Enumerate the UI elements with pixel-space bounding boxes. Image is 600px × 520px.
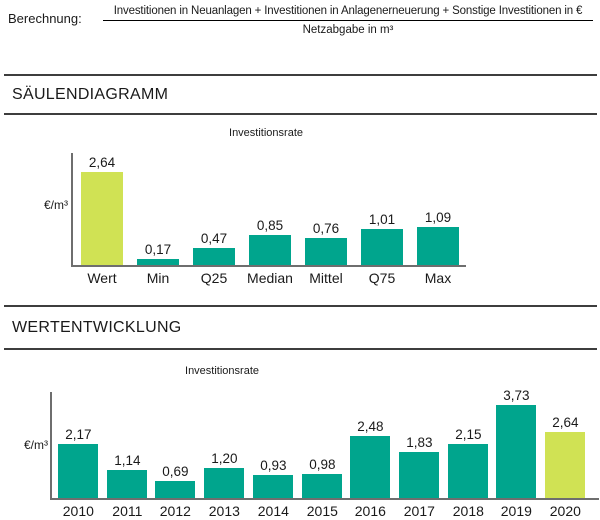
bar-value-label: 2,17 [65,427,92,442]
bar-value-label: 0,76 [312,221,340,236]
section-heading-wertentwicklung: WERTENTWICKLUNG [4,305,597,350]
formula-numerator: Investitionen in Neuanlagen + Investitio… [103,5,593,21]
x-axis-tick-label: 2019 [500,503,532,519]
bar-Mittel [305,238,347,265]
bar-value-label: 0,17 [144,242,172,257]
formula-denominator: Netzabgabe in m³ [302,24,394,36]
bar-2015 [302,474,342,498]
section-title: WERTENTWICKLUNG [12,318,182,336]
x-axis-tick-label: Wert [87,270,117,286]
x-axis-tick-label: 2018 [452,503,484,519]
x-axis-tick-label: 2016 [354,503,386,519]
bar-value-label: 1,14 [114,453,141,468]
bar-Q75 [361,229,403,265]
bar-2014 [253,475,293,498]
bar-value-label: 2,15 [455,427,482,442]
bar-Wert [81,172,123,265]
bar-2017 [399,452,439,498]
bar-value-label: 1,83 [406,435,433,450]
x-axis-tick-label: 2010 [62,503,94,519]
bar-value-label: 0,85 [256,218,284,233]
x-axis-tick-label: 2014 [257,503,289,519]
bar-Max [417,227,459,265]
bar-value-label: 0,47 [200,231,228,246]
bar-Q25 [193,248,235,265]
x-axis-tick-label: Min [146,270,170,286]
bar-value-label: 3,73 [503,388,530,403]
bar-value-label: 1,01 [368,212,396,227]
x-axis [71,265,466,267]
section-title: SÄULENDIAGRAMM [12,85,169,103]
bar-Min [137,259,179,265]
x-axis-tick-label: Q25 [200,270,228,286]
bar-value-label: 1,09 [424,210,452,225]
chart-title: Investitionsrate [229,127,303,139]
y-axis-label: €/m³ [24,438,48,452]
x-axis-tick-label: 2017 [403,503,435,519]
section-heading-saeulendiagramm: SÄULENDIAGRAMM [4,74,597,115]
x-axis-tick-label: 2020 [549,503,581,519]
x-axis [50,498,599,500]
y-axis [71,153,73,267]
x-axis-tick-label: 2012 [159,503,191,519]
bar-2016 [350,436,390,498]
x-axis-tick-label: Q75 [368,270,396,286]
y-axis [50,392,52,500]
bar-2011 [107,470,147,498]
x-axis-tick-label: 2015 [306,503,338,519]
bar-value-label: 2,64 [552,415,579,430]
bar-2013 [204,468,244,498]
bar-2012 [155,481,195,498]
bar-2019 [496,405,536,498]
bar-value-label: 2,48 [357,419,384,434]
bar-value-label: 2,64 [88,155,116,170]
bar-value-label: 1,20 [211,451,238,466]
y-axis-label: €/m³ [44,198,68,212]
calculation-label: Berechnung: [8,11,82,26]
bar-2010 [58,444,98,498]
calculation-formula: Investitionen in Neuanlagen + Investitio… [103,5,593,36]
x-axis-tick-label: 2013 [208,503,240,519]
bar-2020 [545,432,585,498]
chart-title: Investitionsrate [185,365,259,377]
x-axis-tick-label: Mittel [309,270,343,286]
bar-value-label: 0,69 [162,464,189,479]
x-axis-tick-label: Median [247,270,293,286]
bar-Median [249,235,291,265]
x-axis-tick-label: Max [424,270,452,286]
bar-value-label: 0,93 [260,458,287,473]
bar-value-label: 0,98 [309,457,336,472]
x-axis-tick-label: 2011 [112,503,143,519]
bar-2018 [448,444,488,498]
